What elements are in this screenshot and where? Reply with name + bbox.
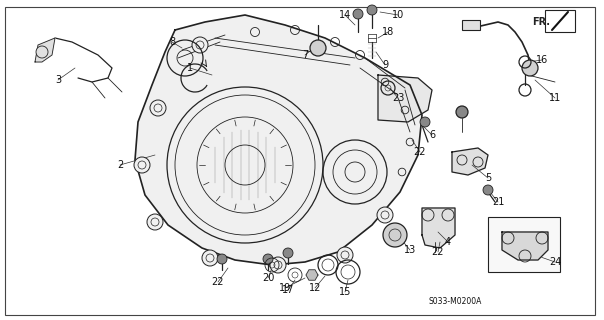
Circle shape [456, 106, 468, 118]
Circle shape [202, 250, 218, 266]
Circle shape [263, 254, 273, 264]
Text: 18: 18 [382, 27, 394, 37]
Text: 22: 22 [414, 147, 426, 157]
Circle shape [483, 185, 493, 195]
Text: 16: 16 [536, 55, 548, 65]
Polygon shape [378, 75, 432, 122]
Text: 5: 5 [485, 173, 491, 183]
Text: 21: 21 [492, 197, 504, 207]
Circle shape [150, 100, 166, 116]
Text: 20: 20 [262, 273, 274, 283]
Circle shape [310, 40, 326, 56]
Polygon shape [452, 148, 488, 175]
Text: 2: 2 [117, 160, 123, 170]
Circle shape [377, 207, 393, 223]
Circle shape [283, 248, 293, 258]
Polygon shape [502, 232, 548, 260]
Circle shape [36, 46, 48, 58]
Text: 23: 23 [392, 93, 404, 103]
Text: FR.: FR. [532, 17, 550, 27]
Bar [462, 20, 480, 30]
Circle shape [192, 37, 208, 53]
Text: 3: 3 [55, 75, 61, 85]
Circle shape [147, 214, 163, 230]
Polygon shape [306, 270, 318, 280]
Text: 9: 9 [382, 60, 388, 70]
Text: 14: 14 [339, 10, 351, 20]
Circle shape [420, 117, 430, 127]
Circle shape [522, 60, 538, 76]
Circle shape [217, 254, 227, 264]
Text: 1: 1 [187, 63, 193, 73]
Text: 19: 19 [279, 283, 291, 293]
Text: 12: 12 [309, 283, 321, 293]
Text: 7: 7 [302, 50, 308, 60]
Text: 15: 15 [339, 287, 351, 297]
Text: 13: 13 [404, 245, 416, 255]
Polygon shape [422, 208, 455, 248]
Text: 22: 22 [212, 277, 224, 287]
Circle shape [367, 5, 377, 15]
Bar [488, 217, 560, 272]
Circle shape [270, 257, 286, 273]
Circle shape [134, 157, 150, 173]
Polygon shape [135, 15, 422, 265]
Text: 22: 22 [432, 247, 445, 257]
Circle shape [383, 223, 407, 247]
Polygon shape [35, 38, 55, 62]
Text: S033-M0200A: S033-M0200A [428, 298, 481, 307]
Text: 11: 11 [549, 93, 561, 103]
Circle shape [353, 9, 363, 19]
Text: 24: 24 [549, 257, 561, 267]
Text: 4: 4 [445, 237, 451, 247]
Text: 17: 17 [282, 285, 294, 295]
Text: 6: 6 [429, 130, 435, 140]
Circle shape [337, 247, 353, 263]
Bar [545, 10, 575, 32]
Text: 10: 10 [392, 10, 404, 20]
Text: 8: 8 [169, 37, 175, 47]
